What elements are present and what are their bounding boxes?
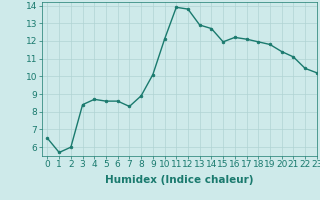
X-axis label: Humidex (Indice chaleur): Humidex (Indice chaleur) [105, 175, 253, 185]
